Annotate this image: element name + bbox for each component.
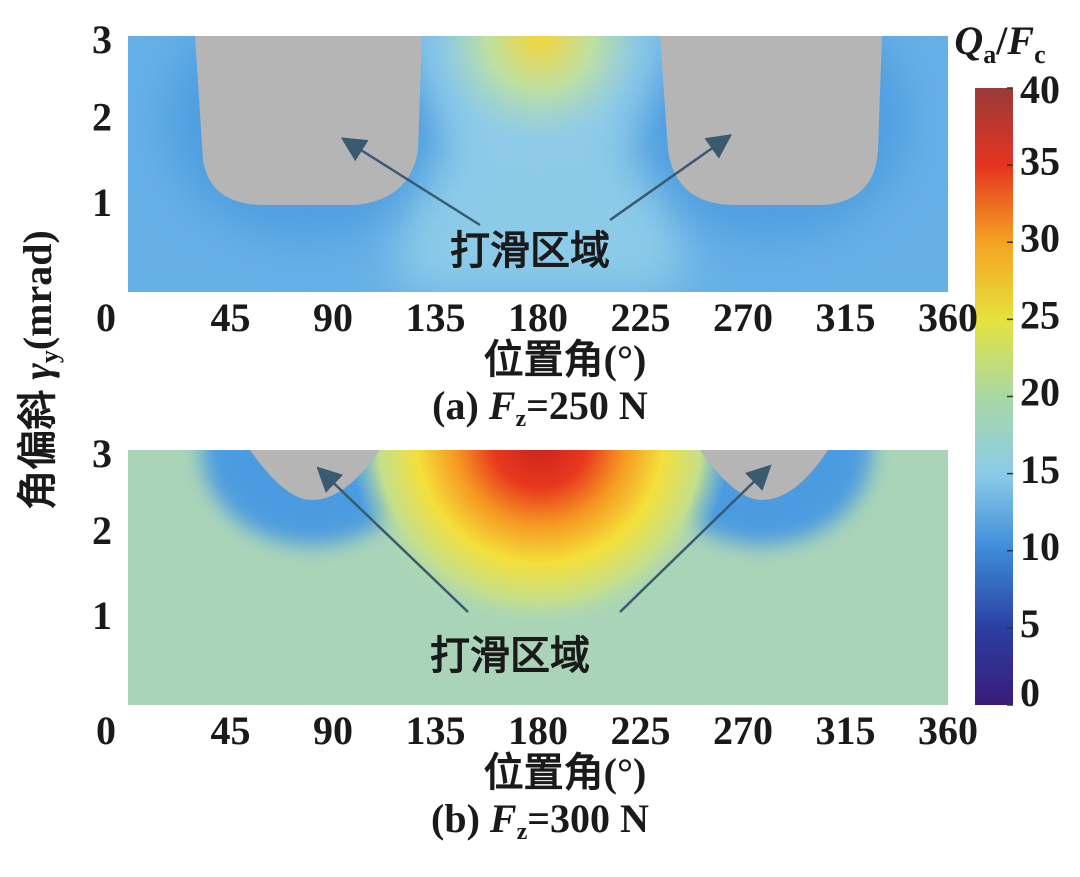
x-tick-label: 45: [211, 708, 251, 753]
colorbar-tick-label: 10: [1020, 524, 1060, 569]
y-tick-label: 2: [92, 508, 112, 553]
colorbar: [975, 88, 1013, 705]
caption-part: =300 N: [527, 796, 649, 841]
caption-part: z: [515, 406, 526, 432]
annotation: 打滑区域: [450, 228, 610, 273]
x-tick-label: 315: [816, 708, 876, 753]
colorbar-tick-label: 15: [1020, 447, 1060, 492]
colorbar-title-part: c: [1034, 40, 1046, 69]
x-tick-label: 360: [918, 295, 978, 340]
y-tick-label: 1: [92, 593, 112, 638]
x-tick-label: 315: [816, 295, 876, 340]
x-tick-label: 45: [211, 295, 251, 340]
y-tick-label: 3: [92, 17, 112, 62]
y-axis-label-part: γ: [15, 363, 60, 380]
heatmap-field: [128, 36, 948, 292]
caption-part: F: [489, 796, 517, 841]
caption: (a) Fz=250 N: [432, 383, 648, 431]
colorbar-tick-label: 0: [1020, 670, 1040, 715]
colorbar-tick-label: 5: [1020, 601, 1040, 646]
y-axis-label-part: y: [35, 350, 64, 363]
colorbar-title-part: Q: [954, 18, 983, 63]
colorbar-title-part: /: [995, 18, 1008, 63]
x-tick-label: 135: [406, 295, 466, 340]
y-axis-label: 角偏斜 γy(mrad): [15, 230, 64, 510]
colorbar-tick-label: 40: [1020, 67, 1060, 112]
caption-part: z: [517, 819, 528, 845]
y-tick-label: 2: [92, 95, 112, 140]
heatmap-field: [128, 450, 948, 705]
x-axis-label: 位置角(°): [484, 750, 647, 795]
colorbar-title: Qa/Fc: [954, 18, 1045, 69]
x-tick-label: 360: [918, 708, 978, 753]
x-tick-label: 90: [313, 295, 353, 340]
x-tick-label: 180: [508, 708, 568, 753]
x-tick-label: 270: [713, 295, 773, 340]
colorbar-tick-label: 20: [1020, 370, 1060, 415]
x-axis-label: 位置角(°): [484, 337, 647, 382]
colorbar-tick-label: 30: [1020, 215, 1060, 260]
colorbar-title-part: F: [1006, 18, 1034, 63]
annotation-arrows: [316, 134, 772, 613]
colorbar-title-part: a: [983, 40, 996, 69]
caption-part: =250 N: [526, 383, 648, 428]
caption-part: (a): [432, 383, 489, 428]
x-tick-label: 0: [96, 295, 116, 340]
caption-part: F: [488, 383, 516, 428]
y-tick-label: 3: [92, 431, 112, 476]
colorbar-tick-label: 35: [1020, 138, 1060, 183]
y-tick-label: 1: [92, 180, 112, 225]
caption: (b) Fz=300 N: [431, 796, 649, 844]
y-axis-label-part: 角偏斜: [15, 380, 60, 510]
x-tick-label: 90: [313, 708, 353, 753]
x-tick-label: 225: [611, 295, 671, 340]
x-tick-label: 270: [713, 708, 773, 753]
x-tick-label: 180: [508, 295, 568, 340]
x-tick-label: 135: [406, 708, 466, 753]
caption-part: (b): [431, 796, 490, 841]
annotation: 打滑区域: [430, 633, 590, 678]
x-tick-label: 225: [611, 708, 671, 753]
y-axis-label-part: (mrad): [15, 230, 60, 350]
colorbar-tick-label: 25: [1020, 293, 1060, 338]
x-tick-label: 0: [96, 708, 116, 753]
